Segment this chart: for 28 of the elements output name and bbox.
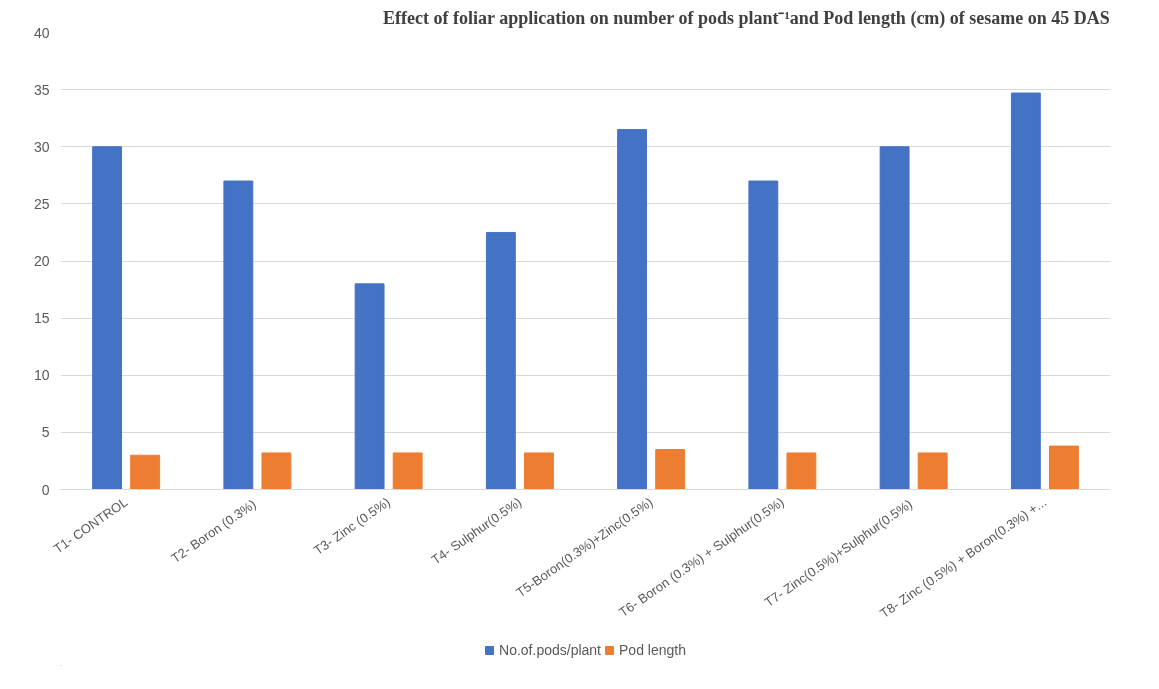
bar [485,231,516,490]
y-tick-label: 35 [33,81,50,98]
y-tick-label: 15 [33,310,50,327]
bar [1010,92,1041,490]
bar [879,146,910,490]
bar [392,452,423,490]
y-tick-label: 20 [33,253,50,269]
bar [1048,445,1079,490]
bar [223,180,254,490]
bar [92,146,123,490]
y-tick-label: 0 [41,481,50,498]
bar [261,452,292,490]
y-tick-label: 10 [33,367,50,384]
bar [354,283,385,490]
bar [786,452,817,490]
legend-label: Pod length [619,642,686,658]
y-tick-label: 40 [33,24,50,41]
bar [655,449,686,490]
bar [130,454,161,490]
bar [523,452,554,490]
bar [617,129,648,490]
y-tick-label: 30 [33,138,50,155]
bar [748,180,779,490]
y-tick-label: 25 [33,195,50,212]
bar [917,452,948,490]
y-tick-label: 5 [41,424,50,441]
legend-label: No.of.pods/plant [499,642,602,658]
chart-title: Effect of foliar application on number of pods plant⁻¹and Pod length (cm) of sesame on 45 DAS [383,7,1110,29]
